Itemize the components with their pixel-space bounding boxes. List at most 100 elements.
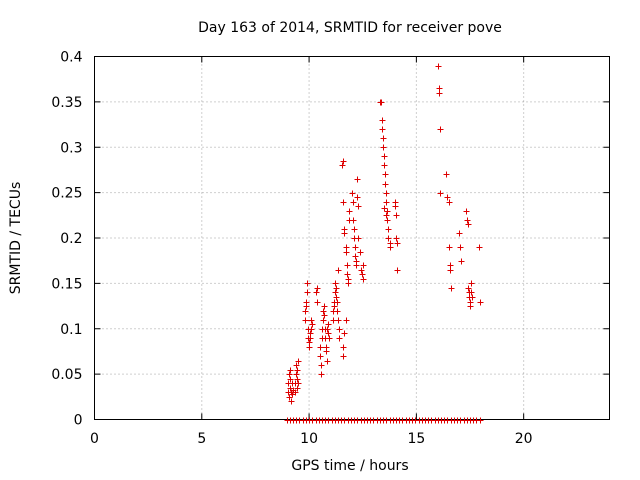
data-point <box>293 362 300 369</box>
x-tick-label: 15 <box>407 431 425 447</box>
data-point <box>308 326 315 333</box>
y-tick-label: 0.1 <box>60 322 82 338</box>
data-point <box>393 212 400 219</box>
data-point <box>304 289 311 296</box>
data-point <box>344 262 351 269</box>
data-point <box>320 317 327 324</box>
data-point <box>380 144 387 151</box>
tick-labels: 0 5 10 15 20 0 0.05 0.1 0.15 0.2 0.25 0.3 0.35 0.4 <box>51 50 532 448</box>
data-points <box>284 63 484 424</box>
data-point <box>463 208 470 215</box>
data-point <box>295 358 302 365</box>
data-point <box>341 330 348 337</box>
data-point <box>304 280 311 287</box>
data-point <box>354 194 361 201</box>
data-point <box>477 299 484 306</box>
data-point <box>355 235 362 242</box>
data-point <box>382 171 389 178</box>
data-point <box>325 321 332 328</box>
data-point <box>468 280 475 287</box>
data-point <box>345 280 352 287</box>
data-point <box>341 230 348 237</box>
data-point <box>287 367 294 374</box>
data-point <box>378 99 385 106</box>
data-point <box>380 135 387 142</box>
data-point <box>357 249 364 256</box>
data-point <box>318 371 325 378</box>
data-point <box>392 203 399 210</box>
data-point <box>468 289 475 296</box>
data-point <box>393 235 400 242</box>
data-point <box>383 190 390 197</box>
data-point <box>333 285 340 292</box>
x-tick-label: 0 <box>90 431 99 447</box>
data-point <box>359 271 366 278</box>
chart-title: Day 163 of 2014, SRMTID for receiver pov… <box>198 20 502 36</box>
data-point <box>467 303 474 310</box>
data-point <box>307 330 314 337</box>
data-point <box>456 230 463 237</box>
data-point <box>340 199 347 206</box>
data-point <box>379 117 386 124</box>
data-point <box>287 376 294 383</box>
data-point <box>382 181 389 188</box>
data-point <box>355 203 362 210</box>
data-point <box>360 276 367 283</box>
data-point <box>336 335 343 342</box>
data-point <box>344 271 351 278</box>
data-point <box>385 235 392 242</box>
data-point <box>324 326 331 333</box>
data-point <box>332 280 339 287</box>
data-point <box>318 362 325 369</box>
data-point <box>446 199 453 206</box>
data-point <box>309 321 316 328</box>
data-point <box>302 317 309 324</box>
data-point <box>477 417 484 424</box>
data-point <box>448 285 455 292</box>
data-point <box>387 244 394 251</box>
y-tick-label: 0.35 <box>51 95 82 111</box>
y-tick-label: 0.15 <box>51 276 82 292</box>
data-point <box>336 326 343 333</box>
data-point <box>435 63 442 70</box>
x-axis-label: GPS time / hours <box>291 458 408 474</box>
y-tick-label: 0.25 <box>51 186 82 202</box>
data-point <box>385 226 392 233</box>
y-tick-label: 0.2 <box>60 231 82 247</box>
y-tick-label: 0.3 <box>60 140 82 156</box>
data-point <box>314 299 321 306</box>
data-point <box>443 171 450 178</box>
data-point <box>317 344 324 351</box>
data-point <box>294 385 301 392</box>
data-point <box>349 190 356 197</box>
data-point <box>346 208 353 215</box>
x-tick-label: 5 <box>197 431 206 447</box>
data-point <box>464 217 471 224</box>
data-point <box>339 162 346 169</box>
data-point <box>437 190 444 197</box>
data-point <box>458 258 465 265</box>
data-point <box>352 244 359 251</box>
data-point <box>334 308 341 315</box>
data-point <box>294 367 301 374</box>
data-point <box>320 308 327 315</box>
data-point <box>308 317 315 324</box>
data-point <box>313 289 320 296</box>
data-point <box>292 389 299 396</box>
data-point <box>437 126 444 133</box>
data-point <box>352 253 359 260</box>
data-point <box>325 330 332 337</box>
data-point <box>335 267 342 274</box>
data-point <box>384 217 391 224</box>
data-point <box>465 285 472 292</box>
data-point <box>379 126 386 133</box>
data-point <box>293 371 300 378</box>
data-point <box>383 199 390 206</box>
data-point <box>457 244 464 251</box>
data-point <box>340 158 347 165</box>
data-point <box>394 240 401 247</box>
data-point <box>314 285 321 292</box>
data-point <box>294 376 301 383</box>
data-point <box>321 312 328 319</box>
